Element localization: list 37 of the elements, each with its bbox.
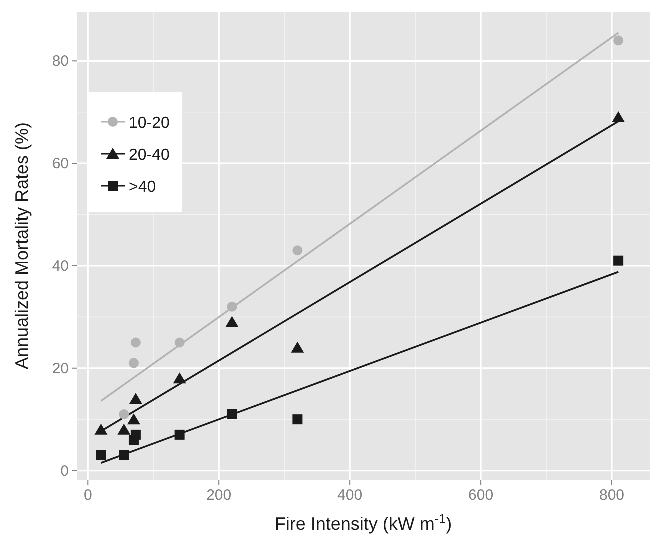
point — [128, 358, 139, 368]
y-tick-label: 20 — [52, 360, 69, 378]
point — [127, 414, 140, 425]
point — [119, 409, 130, 420]
point — [292, 414, 303, 425]
point — [227, 409, 238, 420]
x-axis-title: Fire Intensity (kW m$^{-1}$) — [274, 512, 452, 534]
x-tick-label: 0 — [84, 487, 92, 504]
x-tick-label: 600 — [468, 487, 494, 504]
y-axis-title: Annualized Mortality Rates (%) — [12, 122, 32, 370]
y-tick-label: 60 — [52, 156, 69, 173]
legend-label: 20-40 — [129, 147, 170, 164]
point — [174, 430, 185, 440]
point — [614, 36, 624, 46]
point — [94, 424, 108, 435]
point — [174, 338, 185, 348]
point — [612, 111, 626, 122]
point — [96, 450, 106, 460]
y-tick-label: 80 — [52, 53, 69, 70]
point — [130, 430, 141, 440]
point — [119, 450, 130, 460]
point — [291, 342, 304, 353]
point — [614, 256, 624, 266]
point — [118, 424, 131, 435]
point — [227, 302, 238, 312]
y-tick-label: 0 — [60, 462, 69, 480]
x-tick-label: 800 — [600, 487, 625, 504]
x-tick-label: 200 — [206, 487, 232, 504]
legend-label: >40 — [129, 179, 156, 196]
point — [130, 338, 141, 348]
point — [292, 246, 303, 256]
point — [226, 316, 239, 328]
y-tick-label: 40 — [52, 258, 69, 275]
point — [129, 393, 142, 404]
x-tick-label: 400 — [338, 487, 363, 504]
point — [173, 372, 186, 384]
legend-label: 10-20 — [129, 115, 170, 132]
